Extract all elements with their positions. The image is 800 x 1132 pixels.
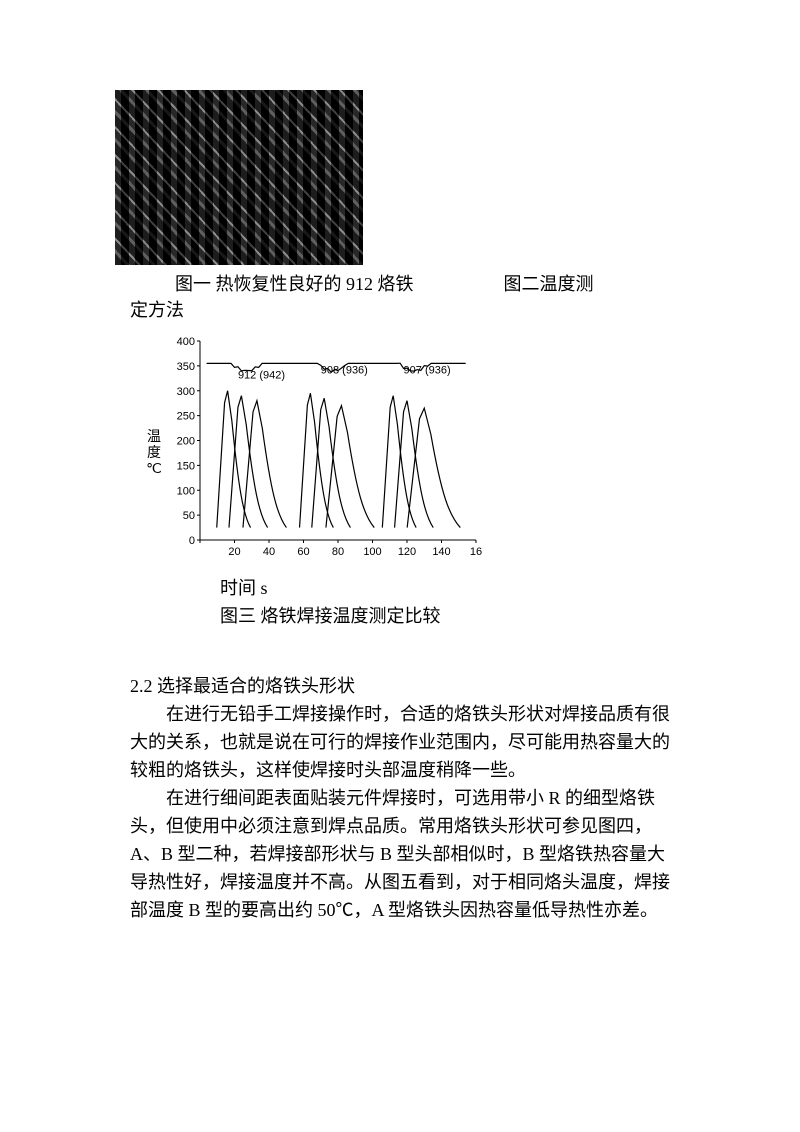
- svg-text:20: 20: [228, 546, 240, 558]
- svg-text:250: 250: [177, 411, 195, 423]
- photo-texture: [115, 90, 363, 265]
- svg-text:50: 50: [183, 510, 195, 522]
- svg-text:80: 80: [332, 546, 344, 558]
- chart-svg: 0 50 100 150 200 250 300 350 400 20 40 60 80 100 120 14…: [172, 335, 482, 560]
- svg-text:140: 140: [432, 546, 450, 558]
- chart-y-axis-label: 温 度 ℃: [140, 430, 168, 478]
- svg-text:40: 40: [263, 546, 275, 558]
- svg-text:300: 300: [177, 386, 195, 398]
- svg-text:0: 0: [189, 535, 195, 547]
- svg-text:400: 400: [177, 336, 195, 348]
- figure2-caption-continuation: 定方法: [130, 297, 670, 323]
- y-label-part: ℃: [146, 462, 162, 477]
- figure3-caption: 图三 烙铁焊接温度测定比较: [220, 602, 670, 630]
- document-page: 图一 热恢复性良好的 912 烙铁 图二温度测 定方法 温 度 ℃ 0 50 100 1…: [0, 0, 800, 984]
- svg-text:907 (936): 907 (936): [404, 364, 451, 376]
- svg-text:100: 100: [177, 485, 195, 497]
- svg-text:150: 150: [177, 460, 195, 472]
- chart-x-axis-label: 时间 s: [220, 574, 670, 602]
- svg-text:60: 60: [297, 546, 309, 558]
- svg-text:912 (942): 912 (942): [238, 369, 285, 381]
- figure1-caption: 图一 热恢复性良好的 912 烙铁: [175, 274, 414, 294]
- y-label-part: 度: [147, 446, 161, 461]
- svg-text:100: 100: [363, 546, 381, 558]
- figure2-caption: 图二温度测: [504, 274, 594, 294]
- svg-text:908 (936): 908 (936): [321, 364, 368, 376]
- paragraph-1: 在进行无铅手工焊接操作时，合适的烙铁头形状对焊接品质有很大的关系，也就是说在可行…: [130, 700, 670, 784]
- figure3-caption-block: 时间 s 图三 烙铁焊接温度测定比较: [220, 574, 670, 630]
- figure1-caption-row: 图一 热恢复性良好的 912 烙铁 图二温度测: [130, 271, 670, 297]
- svg-text:120: 120: [398, 546, 416, 558]
- figure1-pcb-photo: [115, 90, 363, 265]
- svg-text:350: 350: [177, 361, 195, 373]
- svg-text:16: 16: [470, 546, 482, 558]
- section-heading: 2.2 选择最适合的烙铁头形状: [130, 672, 670, 700]
- paragraph-2: 在进行细间距表面贴装元件焊接时，可选用带小 R 的细型烙铁头，但使用中必须注意到…: [130, 784, 670, 924]
- figure3-chart: 温 度 ℃ 0501001502002503003504002040608010…: [172, 335, 482, 560]
- y-label-part: 温: [147, 430, 161, 445]
- svg-text:200: 200: [177, 436, 195, 448]
- body-text: 2.2 选择最适合的烙铁头形状 在进行无铅手工焊接操作时，合适的烙铁头形状对焊接…: [130, 672, 670, 924]
